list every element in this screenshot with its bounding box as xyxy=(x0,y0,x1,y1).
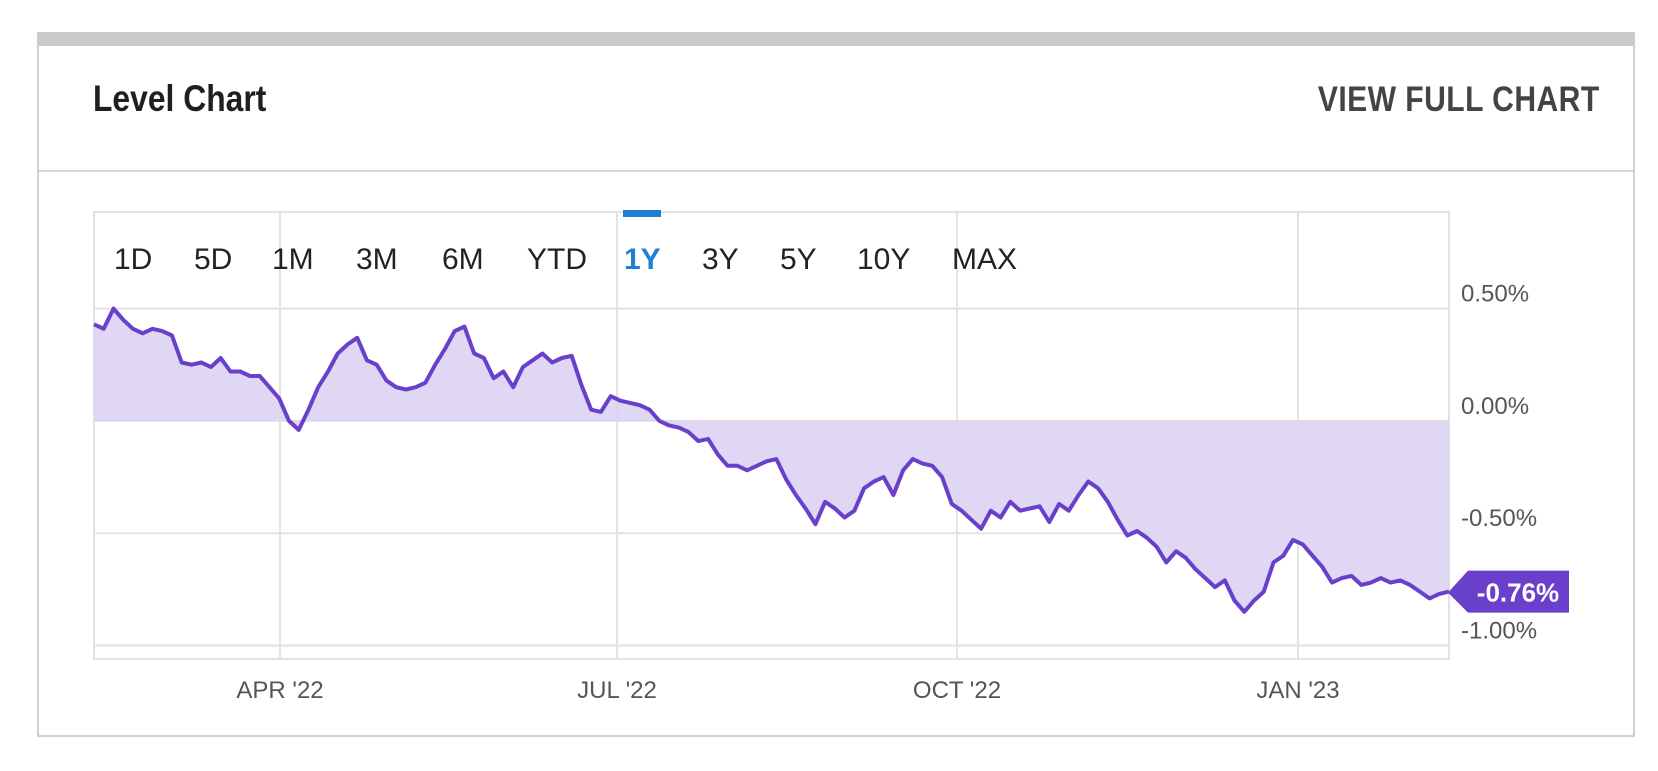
card-title: Level Chart xyxy=(93,78,267,119)
range-button-ytd[interactable]: YTD xyxy=(527,243,587,276)
area-fill xyxy=(94,308,1449,612)
last-value-label: -0.76% xyxy=(1477,578,1559,608)
range-selector: 1D 5D 1M 3M 6M YTD 1Y 3Y 5Y 10Y MAX xyxy=(114,210,1017,276)
range-button-1m[interactable]: 1M xyxy=(272,243,314,276)
range-button-3y[interactable]: 3Y xyxy=(702,243,739,276)
card-header: Level Chart VIEW FULL CHART xyxy=(39,46,1633,172)
x-tick-label: JAN '23 xyxy=(1256,677,1339,704)
range-button-5d[interactable]: 5D xyxy=(194,243,232,276)
range-button-max[interactable]: MAX xyxy=(952,243,1017,276)
price-line xyxy=(93,306,1450,614)
range-button-10y[interactable]: 10Y xyxy=(857,243,910,276)
last-value-badge-bg xyxy=(1448,570,1569,613)
last-value-badge: -0.76% xyxy=(1448,570,1569,613)
x-tick-label: JUL '22 xyxy=(577,677,657,704)
level-chart-card: Level Chart VIEW FULL CHART xyxy=(37,32,1635,737)
view-full-chart-link[interactable]: VIEW FULL CHART xyxy=(1318,80,1600,119)
range-button-1d[interactable]: 1D xyxy=(114,243,152,276)
x-tick-label: OCT '22 xyxy=(913,677,1001,704)
y-tick-label: -1.00% xyxy=(1461,618,1537,645)
active-range-indicator xyxy=(623,210,661,217)
y-axis: 0.50% 0.00% -0.50% -1.00% xyxy=(1461,281,1537,645)
range-button-6m[interactable]: 6M xyxy=(442,243,484,276)
y-tick-label: 0.00% xyxy=(1461,393,1529,420)
range-button-5y[interactable]: 5Y xyxy=(780,243,817,276)
y-tick-label: 0.50% xyxy=(1461,281,1529,308)
x-axis: APR '22 JUL '22 OCT '22 JAN '23 xyxy=(236,677,1339,704)
range-button-3m[interactable]: 3M xyxy=(356,243,398,276)
x-tick-label: APR '22 xyxy=(236,677,323,704)
y-tick-label: -0.50% xyxy=(1461,505,1537,532)
range-button-1y[interactable]: 1Y xyxy=(624,243,661,276)
